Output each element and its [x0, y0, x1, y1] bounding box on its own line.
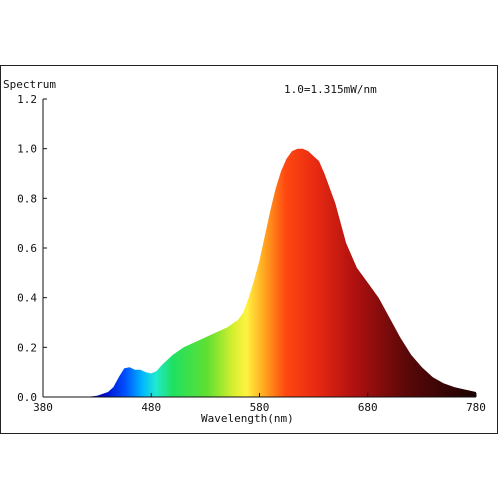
spectrum-area — [43, 148, 476, 397]
scale-annotation: 1.0=1.315mW/nm — [284, 83, 377, 96]
y-tick-label: 1.2 — [17, 93, 37, 106]
x-ticks: 380 480 580 680 780 — [33, 393, 486, 414]
chart-frame: Spectrum 1.0=1.315mW/nm Wavelength(nm) 0… — [0, 65, 498, 434]
x-tick-label: 580 — [250, 401, 270, 414]
y-tick-label: 0.0 — [17, 391, 37, 404]
x-tick-label: 480 — [141, 401, 161, 414]
x-tick-label: 380 — [33, 401, 53, 414]
x-axis-label: Wavelength(nm) — [201, 412, 294, 425]
y-tick-label: 0.8 — [17, 192, 37, 205]
x-tick-label: 680 — [358, 401, 378, 414]
x-tick-label: 780 — [466, 401, 486, 414]
y-tick-label: 1.0 — [17, 143, 37, 156]
y-tick-label: 0.4 — [17, 292, 37, 305]
y-tick-label: 0.2 — [17, 341, 37, 354]
y-tick-label: 0.6 — [17, 242, 37, 255]
y-ticks: 0.0 0.2 0.4 0.6 0.8 1.0 1.2 — [17, 93, 47, 404]
spectrum-chart: Spectrum 1.0=1.315mW/nm Wavelength(nm) 0… — [3, 78, 486, 425]
y-axis-label: Spectrum — [3, 78, 56, 91]
